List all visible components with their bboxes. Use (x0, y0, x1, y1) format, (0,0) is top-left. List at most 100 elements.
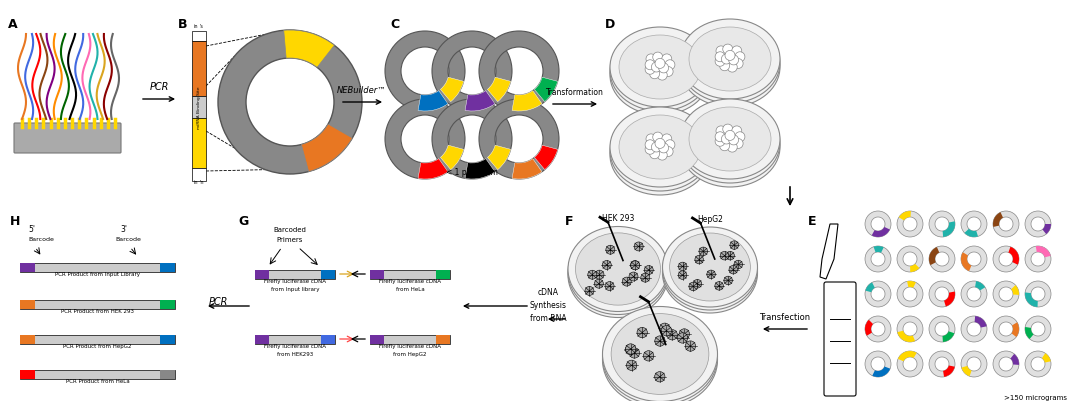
Circle shape (729, 266, 738, 274)
Text: HEK 293: HEK 293 (602, 214, 634, 223)
Circle shape (727, 63, 738, 73)
Ellipse shape (689, 28, 771, 92)
Circle shape (631, 261, 639, 270)
Ellipse shape (619, 116, 701, 180)
Circle shape (594, 279, 604, 288)
Ellipse shape (610, 112, 710, 192)
Ellipse shape (568, 233, 669, 318)
Text: in: in (193, 180, 198, 184)
FancyBboxPatch shape (824, 282, 856, 396)
Circle shape (733, 139, 743, 149)
Circle shape (721, 55, 731, 65)
Circle shape (644, 351, 653, 361)
Ellipse shape (619, 36, 701, 100)
Text: Firefly luciferase cDNA: Firefly luciferase cDNA (264, 278, 326, 283)
Ellipse shape (670, 233, 751, 301)
Circle shape (662, 135, 672, 144)
Text: D: D (605, 18, 616, 31)
Wedge shape (284, 31, 335, 68)
Bar (21, 263, 35, 272)
Circle shape (715, 282, 724, 290)
Circle shape (667, 330, 677, 340)
Text: B: B (178, 18, 188, 31)
Ellipse shape (610, 36, 710, 116)
Text: Barcode: Barcode (28, 237, 54, 241)
Wedge shape (929, 247, 940, 265)
Circle shape (665, 61, 675, 71)
Circle shape (640, 273, 650, 282)
Circle shape (679, 329, 689, 339)
Circle shape (715, 132, 725, 142)
Wedge shape (1011, 354, 1020, 365)
Text: miRNA Binding Site: miRNA Binding Site (197, 87, 201, 129)
Circle shape (706, 270, 715, 279)
Circle shape (663, 67, 673, 77)
Text: Firefly luciferase cDNA: Firefly luciferase cDNA (379, 343, 441, 348)
Ellipse shape (689, 108, 771, 172)
Circle shape (626, 360, 637, 371)
Text: 's: 's (200, 24, 204, 29)
Wedge shape (964, 229, 978, 237)
Ellipse shape (662, 233, 757, 313)
Bar (255, 335, 335, 344)
Wedge shape (441, 146, 463, 170)
Circle shape (645, 140, 656, 150)
Ellipse shape (611, 314, 708, 395)
Text: F: F (565, 215, 573, 227)
Ellipse shape (662, 227, 757, 307)
Ellipse shape (680, 100, 780, 180)
Circle shape (603, 261, 611, 270)
Circle shape (631, 261, 639, 270)
Circle shape (693, 280, 702, 288)
Bar (436, 270, 450, 279)
Ellipse shape (603, 310, 717, 401)
Wedge shape (899, 351, 917, 361)
Circle shape (678, 263, 687, 271)
Text: 5': 5' (28, 225, 35, 233)
Text: E: E (808, 215, 816, 227)
Circle shape (661, 326, 672, 336)
Wedge shape (535, 78, 557, 102)
Circle shape (625, 344, 636, 354)
Text: C: C (390, 18, 400, 31)
Bar (255, 335, 269, 344)
Bar (370, 335, 450, 344)
Circle shape (689, 282, 698, 291)
Wedge shape (441, 78, 463, 102)
FancyBboxPatch shape (14, 124, 121, 154)
Wedge shape (910, 264, 919, 272)
Text: from Input library: from Input library (271, 286, 320, 291)
Text: HepG2: HepG2 (697, 215, 723, 223)
Circle shape (606, 245, 615, 255)
Ellipse shape (662, 231, 757, 310)
Wedge shape (993, 213, 1003, 227)
Text: A: A (8, 18, 17, 31)
Wedge shape (873, 367, 890, 377)
Circle shape (715, 137, 725, 147)
Circle shape (595, 270, 604, 279)
Text: PCR Product from HEK 293: PCR Product from HEK 293 (60, 308, 134, 313)
Circle shape (605, 282, 615, 291)
Wedge shape (418, 159, 448, 180)
Circle shape (686, 341, 696, 351)
Ellipse shape (603, 307, 717, 401)
Circle shape (630, 348, 639, 358)
Circle shape (637, 328, 647, 338)
Wedge shape (465, 91, 495, 112)
Circle shape (654, 59, 665, 69)
Circle shape (645, 61, 656, 71)
Circle shape (645, 266, 653, 275)
Circle shape (654, 139, 665, 149)
Text: H: H (10, 215, 21, 227)
Wedge shape (301, 125, 352, 172)
Circle shape (622, 277, 631, 286)
Circle shape (663, 147, 673, 157)
Text: PCR Product from Input Library: PCR Product from Input Library (55, 271, 140, 276)
Text: < 1 picogram: < 1 picogram (446, 168, 498, 176)
Ellipse shape (680, 28, 780, 108)
Wedge shape (1012, 322, 1020, 337)
Bar (192, 32, 206, 42)
Circle shape (723, 45, 732, 55)
Circle shape (654, 372, 665, 382)
Bar (160, 300, 175, 309)
